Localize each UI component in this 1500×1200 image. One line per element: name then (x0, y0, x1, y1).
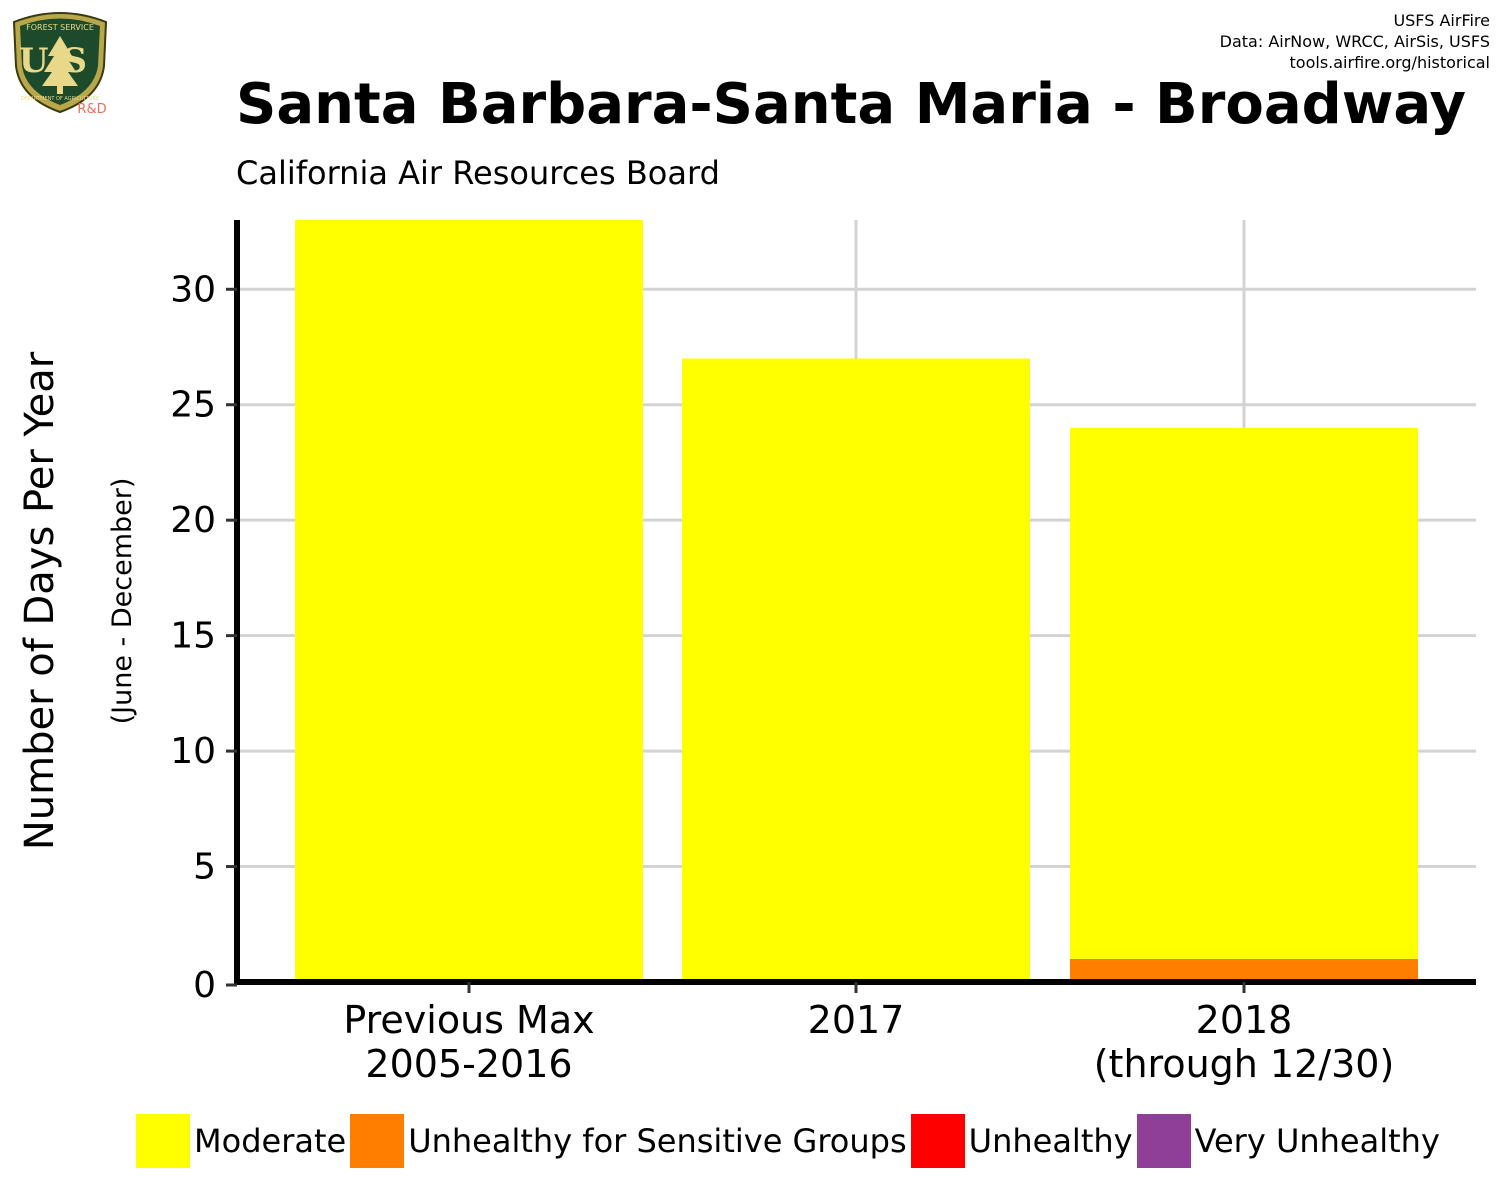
y-tick-label: 10 (170, 731, 216, 772)
y-tick-label: 25 (170, 385, 216, 426)
legend-item: Moderate (136, 1113, 350, 1168)
legend-swatch (1136, 1113, 1191, 1168)
bar-segment (295, 220, 643, 982)
legend: Moderate Unhealthy for Sensitive Groups Un… (136, 1113, 1444, 1168)
legend-item: Unhealthy (910, 1113, 1137, 1168)
logo-top-text: FOREST SERVICE (26, 23, 94, 32)
legend-label: Moderate (194, 1121, 347, 1160)
logo-letters: US (19, 41, 101, 81)
legend-swatch (136, 1113, 190, 1168)
x-tick-label: 2017 (808, 998, 905, 1042)
chart-title: Santa Barbara-Santa Maria - Broadway (236, 72, 1467, 137)
credit-line-1: USFS AirFire (1393, 11, 1490, 30)
legend-label: Unhealthy (968, 1121, 1133, 1160)
y-tick-label: 0 (193, 965, 216, 1006)
y-tick-label: 20 (170, 500, 216, 541)
y-tick-label: 30 (170, 269, 216, 310)
bar-segment (1070, 958, 1418, 982)
legend-item: Unhealthy for Sensitive Groups (350, 1113, 910, 1168)
credits: USFS AirFire Data: AirNow, WRCC, AirSis,… (1220, 10, 1490, 73)
bar-segment (1070, 427, 1418, 959)
legend-label: Unhealthy for Sensitive Groups (408, 1121, 907, 1160)
bar-segment (682, 358, 1030, 983)
y-axis-label: Number of Days Per Year (17, 351, 63, 850)
legend-swatch (910, 1113, 965, 1168)
x-tick-label: 2018 (through 12/30) (1094, 998, 1395, 1086)
legend-swatch (350, 1113, 405, 1168)
legend-label: Very Unhealthy (1194, 1121, 1440, 1160)
chart-subtitle: California Air Resources Board (236, 154, 720, 192)
legend-item: Very Unhealthy (1136, 1113, 1444, 1168)
y-tick-label: 15 (170, 616, 216, 657)
logo-bottom-text: DEPARTMENT OF AGRICULTURE (21, 96, 99, 102)
credit-line-3: tools.airfire.org/historical (1289, 53, 1490, 72)
credit-line-2: Data: AirNow, WRCC, AirSis, USFS (1219, 32, 1490, 51)
logo-badge: R&D (77, 102, 106, 116)
y-axis-sublabel: (June - December) (107, 478, 138, 725)
forest-service-logo: US FOREST SERVICE DEPARTMENT OF AGRICULT… (12, 12, 108, 116)
x-tick-label: Previous Max 2005-2016 (343, 998, 594, 1086)
y-tick-label: 5 (193, 847, 216, 888)
